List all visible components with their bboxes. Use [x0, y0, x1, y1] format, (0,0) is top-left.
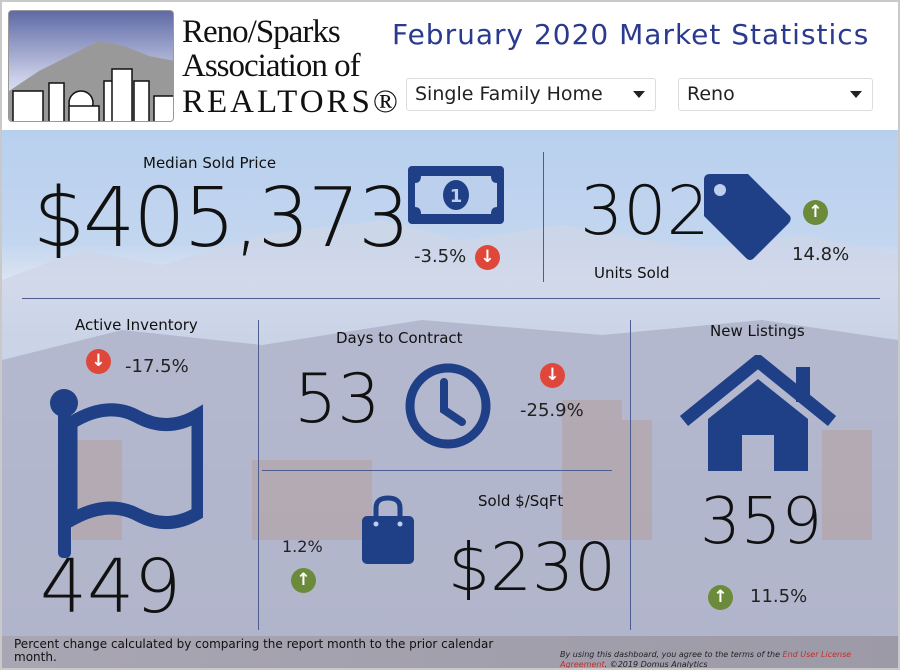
new-listings-label: New Listings: [710, 322, 805, 340]
footer-note: Percent change calculated by comparing t…: [14, 637, 494, 664]
divider: [22, 298, 880, 299]
sold-sqft-change: 1.2%: [282, 537, 323, 556]
area-value: Reno: [687, 83, 735, 105]
days-to-contract-change: -25.9%: [520, 400, 584, 421]
new-listings-change: 11.5%: [750, 586, 808, 607]
svg-text:1: 1: [450, 186, 463, 207]
days-to-contract-value: 53: [294, 360, 381, 439]
money-icon: 1: [408, 166, 504, 224]
eula-link[interactable]: End User License Agreement: [560, 650, 852, 669]
logo-text-line1: Reno/Sparks: [182, 14, 341, 50]
active-inventory-label: Active Inventory: [75, 316, 198, 334]
arrow-up-icon: ↑: [803, 200, 828, 225]
terms-suffix: . ©2019 Domus Analytics: [604, 660, 708, 669]
median-price-change: -3.5%: [414, 246, 467, 267]
new-listings-value: 359: [700, 485, 823, 559]
chevron-down-icon: [633, 91, 645, 98]
logo-skyline-icon: [9, 41, 173, 121]
shopping-bag-icon: [362, 495, 414, 564]
background-city-image: [2, 220, 898, 640]
median-price-value: $405,373: [33, 171, 410, 266]
sold-sqft-label: Sold $/SqFt: [478, 492, 564, 510]
terms-prefix: By using this dashboard, you agree to th…: [560, 650, 783, 659]
median-price-label: Median Sold Price: [143, 154, 277, 172]
page-title: February 2020 Market Statistics: [392, 18, 870, 51]
active-inventory-value: 449: [40, 544, 182, 630]
arrow-down-icon: ↓: [475, 245, 500, 270]
dashboard-main: [2, 130, 898, 640]
logo: [8, 10, 174, 122]
property-type-dropdown[interactable]: Single Family Home: [406, 78, 656, 111]
units-sold-change: 14.8%: [792, 244, 850, 265]
sold-sqft-value: $230: [448, 529, 616, 606]
footer: [2, 636, 898, 668]
divider: [630, 320, 631, 630]
arrow-down-icon: ↓: [86, 349, 111, 374]
header: Reno/Sparks Association of REALTORS® Feb…: [2, 2, 898, 130]
units-sold-value: 302: [580, 172, 710, 251]
days-to-contract-label: Days to Contract: [336, 329, 463, 347]
flag-icon: [50, 389, 203, 558]
logo-text-line2: Association of: [182, 48, 361, 84]
chevron-down-icon: [850, 91, 862, 98]
active-inventory-change: -17.5%: [125, 356, 189, 377]
arrow-up-icon: ↑: [291, 568, 316, 593]
units-sold-label: Units Sold: [594, 264, 670, 282]
house-icon: [679, 355, 837, 471]
area-dropdown[interactable]: Reno: [678, 78, 873, 111]
logo-text-line3: REALTORS®: [182, 84, 401, 120]
property-type-value: Single Family Home: [415, 83, 603, 105]
arrow-up-icon: ↑: [708, 585, 733, 610]
divider: [262, 470, 612, 471]
footer-terms: By using this dashboard, you agree to th…: [560, 650, 890, 670]
arrow-down-icon: ↓: [540, 363, 565, 388]
divider: [543, 152, 544, 282]
clock-icon: [405, 363, 491, 449]
divider: [258, 320, 259, 630]
tag-icon: [704, 174, 791, 260]
